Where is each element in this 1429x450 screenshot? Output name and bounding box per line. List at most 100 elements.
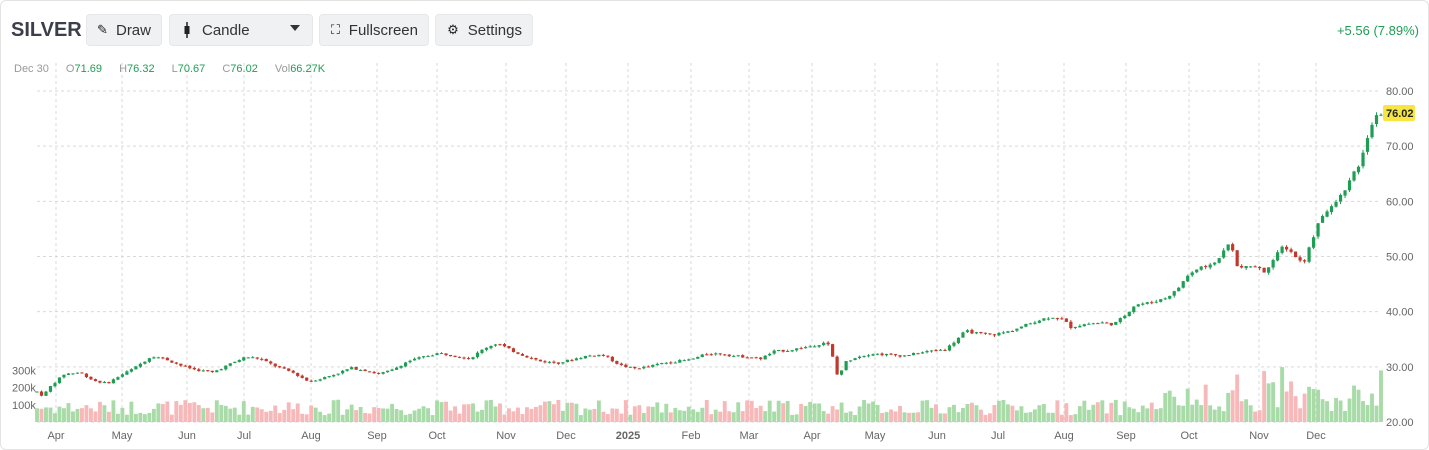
candle-body	[1195, 269, 1199, 273]
y-tick-label: 60.00	[1386, 196, 1414, 208]
fullscreen-button[interactable]: ⛶ Fullscreen	[319, 14, 429, 46]
candle-body	[1015, 328, 1019, 331]
candle-body	[84, 373, 89, 378]
volume-bar	[462, 404, 466, 422]
chart-type-select[interactable]: Candle	[169, 14, 313, 46]
volume-bar	[1298, 408, 1303, 422]
volume-bar	[1235, 374, 1240, 422]
candle-body	[390, 369, 394, 371]
candle-body	[102, 382, 107, 384]
candle-body	[574, 358, 578, 361]
volume-bar	[1311, 389, 1316, 422]
volume-bar	[151, 408, 156, 422]
volume-bar	[1275, 407, 1280, 422]
candle-body	[588, 355, 592, 357]
candle-body	[75, 372, 80, 374]
candle-body	[772, 350, 776, 354]
volume-bar	[1212, 409, 1217, 422]
candle-body	[848, 360, 853, 362]
volume-bar	[817, 403, 822, 422]
candle-body	[448, 354, 453, 357]
volume-bar	[1293, 396, 1298, 422]
volume-bar	[1095, 402, 1100, 422]
candle-body	[484, 347, 489, 350]
last-price-badge	[1383, 104, 1415, 121]
candle-body	[808, 346, 812, 348]
volume-bar	[192, 402, 197, 422]
volume-bar	[111, 400, 116, 422]
candle-body	[39, 391, 44, 396]
volume-bar	[381, 408, 386, 422]
volume-bar	[511, 411, 516, 422]
volume-bar	[219, 404, 224, 422]
volume-bar	[947, 407, 952, 422]
candle-body	[111, 379, 116, 384]
volume-bar	[1172, 396, 1177, 422]
volume-bar	[893, 411, 898, 422]
candle-body	[269, 361, 273, 364]
volume-tick-label: 100k	[12, 400, 36, 412]
candle-body	[907, 355, 911, 357]
candle-body	[1213, 262, 1217, 265]
candle-body	[165, 357, 169, 361]
x-tick-label: Oct	[428, 430, 445, 442]
candle-body	[1365, 138, 1370, 152]
volume-bar	[1352, 385, 1356, 422]
volume-bar	[538, 405, 543, 422]
candle-body	[974, 332, 979, 334]
volume-bar	[264, 411, 269, 422]
candle-body	[844, 361, 848, 371]
candle-body	[291, 370, 295, 373]
candle-body	[1150, 302, 1154, 304]
volume-bar	[1289, 381, 1294, 422]
candle-body	[1159, 299, 1163, 302]
candle-body	[251, 357, 255, 359]
candle-body	[457, 356, 462, 358]
candle-body	[197, 369, 201, 372]
candle-body	[125, 371, 129, 375]
candle-body	[1042, 318, 1046, 321]
x-tick-label: Jul	[991, 430, 1005, 442]
candle-body	[1240, 265, 1244, 268]
candle-body	[66, 373, 71, 375]
candle-body	[1186, 275, 1190, 282]
volume-bar	[574, 403, 579, 422]
candle-body	[1217, 258, 1221, 263]
candle-body	[601, 354, 605, 356]
candle-body	[260, 358, 264, 360]
volume-bar	[277, 413, 282, 422]
candle-body	[242, 357, 246, 361]
candle-body	[1087, 323, 1091, 325]
volume-bar	[349, 404, 354, 422]
candle-body	[646, 366, 650, 368]
candle-body	[795, 348, 799, 351]
volume-bar	[1176, 405, 1181, 422]
volume-bar	[1032, 409, 1037, 422]
volume-bar	[857, 406, 862, 422]
volume-bar	[821, 411, 826, 422]
candle-body	[368, 371, 372, 373]
volume-bar	[1316, 389, 1321, 422]
volume-bar	[48, 407, 53, 422]
volume-bar	[412, 410, 417, 422]
volume-bar	[340, 414, 345, 422]
volume-bar	[1113, 399, 1118, 422]
draw-button[interactable]: ✎ Draw	[86, 14, 162, 46]
volume-bar	[268, 410, 273, 422]
symbol-title: SILVER	[11, 19, 82, 41]
settings-button[interactable]: ⚙ Settings	[435, 14, 533, 46]
x-tick-label: Apr	[47, 430, 64, 442]
volume-bar	[866, 403, 871, 422]
candle-body	[1145, 302, 1149, 304]
volume-bar	[205, 407, 210, 422]
candle-body	[439, 353, 444, 355]
candle-body	[1123, 315, 1127, 319]
volume-bar	[655, 402, 660, 422]
volume-bar	[1266, 383, 1271, 422]
volume-bar	[57, 406, 62, 422]
candle-body	[255, 357, 259, 359]
volume-bar	[300, 413, 305, 422]
volume-bar	[713, 409, 718, 422]
